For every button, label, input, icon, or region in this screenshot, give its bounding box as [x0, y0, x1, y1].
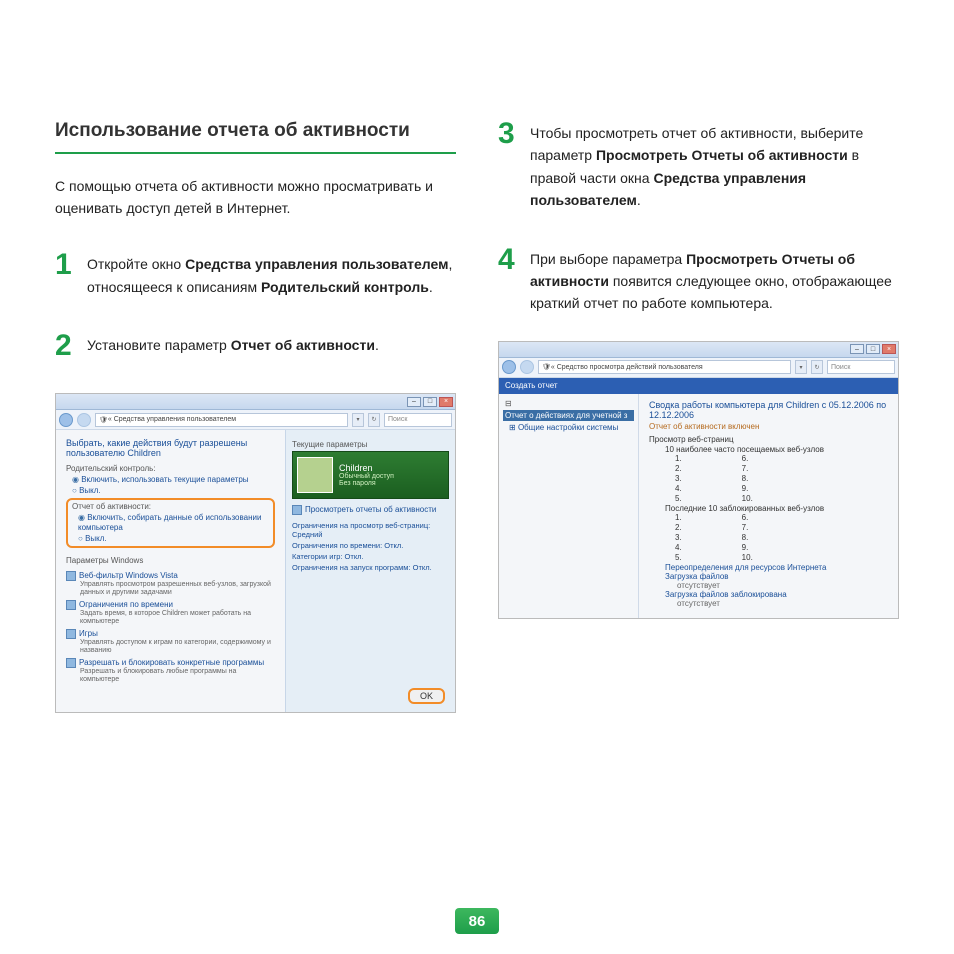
link-desc: Задать время, в которое Children может р… [80, 610, 275, 626]
step-number: 2 [55, 332, 77, 359]
step-text: Чтобы просмотреть отчет об активности, в… [530, 120, 899, 212]
minimize-button[interactable]: – [407, 397, 421, 407]
stat-line: Ограничения на запуск программ: Откл. [292, 563, 449, 572]
window-titlebar: – □ × [499, 342, 898, 358]
globe-icon [66, 571, 76, 581]
search-field[interactable]: Поиск [384, 413, 452, 427]
page-number-badge: 86 [455, 908, 499, 934]
stat-line: Ограничения на просмотр веб-страниц: Сре… [292, 521, 449, 539]
address-field[interactable]: 🛡 « Средство просмотра действий пользова… [538, 360, 791, 374]
report-link[interactable]: Загрузка файлов заблокирована [665, 590, 888, 599]
refresh-button[interactable]: ↻ [368, 413, 380, 427]
report-panel: Сводка работы компьютера для Children с … [639, 394, 898, 618]
user-role: Обычный доступ [339, 473, 394, 480]
step-4: 4 При выборе параметра Просмотреть Отчет… [498, 246, 899, 315]
radio-pc-off[interactable]: Выкл. [72, 486, 275, 496]
search-field[interactable]: Поиск [827, 360, 895, 374]
group-label: Родительский контроль: [66, 464, 275, 473]
link-programs[interactable]: Разрешать и блокировать конкретные прогр… [66, 658, 275, 668]
report-title: Сводка работы компьютера для Children с … [649, 400, 888, 420]
avatar [297, 457, 333, 493]
intro-text: С помощью отчета об активности можно про… [55, 176, 456, 219]
report-status: Отчет об активности включен [649, 422, 888, 431]
tree-expand-icon[interactable]: ⊟ [503, 398, 634, 409]
tree-item-account-report[interactable]: Отчет о действиях для учетной з [503, 410, 634, 421]
stat-line: Ограничения по времени: Откл. [292, 541, 449, 550]
stat-line: Категории игр: Откл. [292, 552, 449, 561]
panel-heading: Выбрать, какие действия будут разрешены … [66, 438, 275, 458]
user-tile: Children Обычный доступ Без пароля [292, 451, 449, 499]
report-value: отсутствует [677, 599, 888, 608]
tree-item-system[interactable]: ⊞ Общие настройки системы [507, 422, 634, 433]
link-games[interactable]: Игры [66, 629, 275, 639]
step-text: Откройте окно Средства управления пользо… [87, 251, 456, 298]
ok-button[interactable]: OK [408, 688, 445, 704]
maximize-button[interactable]: □ [866, 344, 880, 354]
step-number: 4 [498, 246, 520, 273]
screenshot-activity-viewer: – □ × 🛡 « Средство просмотра действий по… [498, 341, 899, 619]
step-2: 2 Установите параметр Отчет об активност… [55, 332, 456, 359]
number-list: 1. 2. 3. 4. 5. 6. 7. 8. 9. 10. [675, 454, 888, 504]
link-desc: Управлять просмотром разрешенных веб-узл… [80, 581, 275, 597]
link-view-reports[interactable]: Просмотреть отчеты об активности [292, 505, 449, 515]
nav-fwd-icon[interactable] [77, 413, 91, 427]
close-button[interactable]: × [882, 344, 896, 354]
games-icon [66, 629, 76, 639]
group-label: Параметры Windows [66, 556, 275, 565]
user-name: Children [339, 463, 394, 473]
screenshot-parental-controls: – □ × 🛡 « Средства управления пользовате… [55, 393, 456, 713]
side-label: Текущие параметры [292, 440, 449, 449]
window-titlebar: – □ × [56, 394, 455, 410]
report-link[interactable]: Переопределения для ресурсов Интернета [665, 563, 888, 572]
refresh-button[interactable]: ↻ [811, 360, 823, 374]
programs-icon [66, 658, 76, 668]
close-button[interactable]: × [439, 397, 453, 407]
step-text: При выборе параметра Просмотреть Отчеты … [530, 246, 899, 315]
user-pass: Без пароля [339, 480, 394, 487]
step-1: 1 Откройте окно Средства управления поль… [55, 251, 456, 298]
address-dropdown[interactable]: ▾ [795, 360, 807, 374]
maximize-button[interactable]: □ [423, 397, 437, 407]
tree-panel: ⊟ Отчет о действиях для учетной з ⊞ Общи… [499, 394, 639, 618]
toolbar: Создать отчет [499, 378, 898, 394]
link-desc: Управлять доступом к играм по категории,… [80, 639, 275, 655]
number-list: 1. 2. 3. 4. 5. 6. 7. 8. 9. 10. [675, 513, 888, 563]
address-bar: 🛡 « Средство просмотра действий пользова… [499, 358, 898, 378]
report-icon [292, 505, 302, 515]
nav-fwd-icon[interactable] [520, 360, 534, 374]
report-section: Просмотр веб-страниц [649, 435, 888, 444]
report-subsection: 10 наиболее часто посещаемых веб-узлов [665, 445, 888, 454]
main-panel: Выбрать, какие действия будут разрешены … [56, 430, 285, 712]
group-label: Отчет об активности: [72, 502, 269, 511]
step-number: 3 [498, 120, 520, 147]
step-number: 1 [55, 251, 77, 278]
report-link[interactable]: Загрузка файлов [665, 572, 888, 581]
address-bar: 🛡 « Средства управления пользователем ▾ … [56, 410, 455, 430]
link-desc: Разрешать и блокировать любые программы … [80, 668, 275, 684]
address-field[interactable]: 🛡 « Средства управления пользователем [95, 413, 348, 427]
report-value: отсутствует [677, 581, 888, 590]
clock-icon [66, 600, 76, 610]
radio-pc-on[interactable]: Включить, использовать текущие параметры [72, 475, 275, 485]
link-web-filter[interactable]: Веб-фильтр Windows Vista [66, 571, 275, 581]
radio-activity-on[interactable]: Включить, собирать данные об использован… [78, 513, 269, 534]
step-text: Установите параметр Отчет об активности. [87, 332, 379, 356]
highlight-activity-report: Отчет об активности: Включить, собирать … [66, 498, 275, 548]
radio-activity-off[interactable]: Выкл. [78, 534, 269, 544]
nav-back-icon[interactable] [59, 413, 73, 427]
nav-back-icon[interactable] [502, 360, 516, 374]
side-panel: Текущие параметры Children Обычный досту… [285, 430, 455, 712]
address-dropdown[interactable]: ▾ [352, 413, 364, 427]
link-time-limits[interactable]: Ограничения по времени [66, 600, 275, 610]
section-title: Использование отчета об активности [55, 120, 456, 154]
step-3: 3 Чтобы просмотреть отчет об активности,… [498, 120, 899, 212]
report-subsection: Последние 10 заблокированных веб-узлов [665, 504, 888, 513]
minimize-button[interactable]: – [850, 344, 864, 354]
